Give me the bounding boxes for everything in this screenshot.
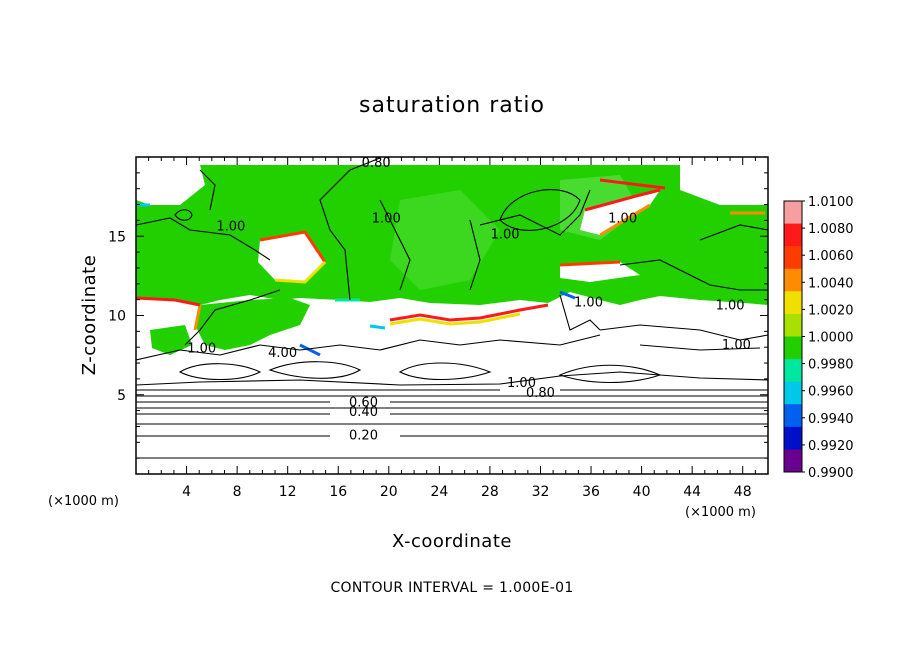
axis-ticks: [136, 157, 768, 474]
contour-label: 1.00: [574, 295, 603, 310]
contour-label: 1.00: [491, 227, 520, 242]
colorbar-swatch: [784, 426, 802, 450]
contour-label: 4.00: [268, 346, 297, 361]
colorbar-label: 1.0000: [808, 331, 854, 346]
y-tick-label: 15: [108, 229, 126, 245]
contour-labels: 0.801.001.001.001.001.00 1.001.001.001.00…: [187, 156, 751, 444]
colorbar-label: 1.0040: [808, 276, 854, 291]
colorbar-label: 1.0060: [808, 249, 854, 264]
contour-label: 1.00: [372, 211, 401, 226]
x-unit-right: (×1000 m): [685, 505, 756, 520]
clear-patch-top-right: [680, 165, 768, 205]
x-tick-label: 20: [380, 484, 398, 500]
green-island-lower-left: [150, 325, 192, 355]
clear-patch-right-streak: [580, 190, 660, 235]
x-tick-label: 4: [182, 484, 191, 500]
clear-patch-mid-right: [560, 262, 640, 282]
colorbar-swatch: [784, 404, 802, 428]
y-tick-labels: 5 10 15: [108, 229, 126, 404]
x-tick-label: 36: [582, 484, 600, 500]
colorbar-label: 0.9980: [808, 358, 854, 373]
x-tick-label: 32: [532, 484, 550, 500]
x-tick-label: 12: [279, 484, 297, 500]
colorbar-swatch: [784, 359, 802, 383]
contour-label: 1.00: [507, 376, 536, 391]
colorbar-swatch: [784, 291, 802, 315]
x-tick-label: 16: [329, 484, 347, 500]
colorbar-swatch: [784, 449, 802, 473]
contour-label: 0.80: [526, 386, 555, 401]
green-patch-lower: [195, 298, 310, 350]
colorbar: 1.0100 1.0080 1.0060 1.0040 1.0020 1.0000 0.99…: [783, 195, 854, 481]
contour-label: 0.60: [349, 395, 378, 410]
clear-patch-top-left: [136, 165, 205, 205]
y-tick-label: 5: [117, 388, 126, 404]
colorbar-label: 1.0020: [808, 303, 854, 318]
saturation-field: [136, 157, 768, 474]
contour-interval-note: CONTOUR INTERVAL = 1.000E-01: [330, 580, 573, 596]
colorbar-swatch: [784, 336, 802, 360]
contour-label: 0.80: [362, 156, 391, 171]
colorbar-swatch: [784, 268, 802, 292]
contour-lines: [136, 157, 768, 459]
x-axis-label: X-coordinate: [392, 531, 512, 552]
x-tick-labels: 4 8 12 16 20 24 28 32 36 40 44 48: [182, 484, 752, 500]
colorbar-label: 0.9900: [808, 466, 854, 481]
colorbar-label: 0.9920: [808, 439, 854, 454]
colorbar-label: 1.0100: [808, 195, 854, 210]
clear-patch-center-left: [258, 232, 325, 282]
x-tick-label: 28: [481, 484, 499, 500]
contour-label: 0.40: [349, 405, 378, 420]
contour-label: 0.20: [349, 429, 378, 444]
colorbar-swatch: [784, 201, 802, 225]
y-tick-label: 10: [108, 309, 126, 325]
colorbar-swatch: [784, 223, 802, 247]
x-tick-label: 40: [633, 484, 651, 500]
contour-label: 1.00: [216, 219, 245, 234]
x-tick-label: 8: [233, 484, 242, 500]
colorbar-label: 1.0080: [808, 222, 854, 237]
contour-label: 1.00: [716, 299, 745, 314]
x-tick-label: 24: [430, 484, 448, 500]
contour-label: 1.00: [722, 338, 751, 353]
contour-label: 1.00: [608, 211, 637, 226]
y-axis-label: Z-coordinate: [79, 255, 100, 376]
x-tick-label: 44: [683, 484, 701, 500]
colorbar-swatch: [784, 246, 802, 270]
chart-title: saturation ratio: [359, 93, 545, 118]
green-tint-1: [390, 190, 500, 290]
colorbar-swatch: [784, 381, 802, 405]
colorbar-label: 0.9960: [808, 385, 854, 400]
x-tick-label: 48: [734, 484, 752, 500]
x-unit-left: (×1000 m): [48, 494, 119, 509]
colorbar-label: 0.9940: [808, 412, 854, 427]
contour-label: 1.00: [187, 341, 216, 356]
colorbar-swatch: [784, 313, 802, 337]
